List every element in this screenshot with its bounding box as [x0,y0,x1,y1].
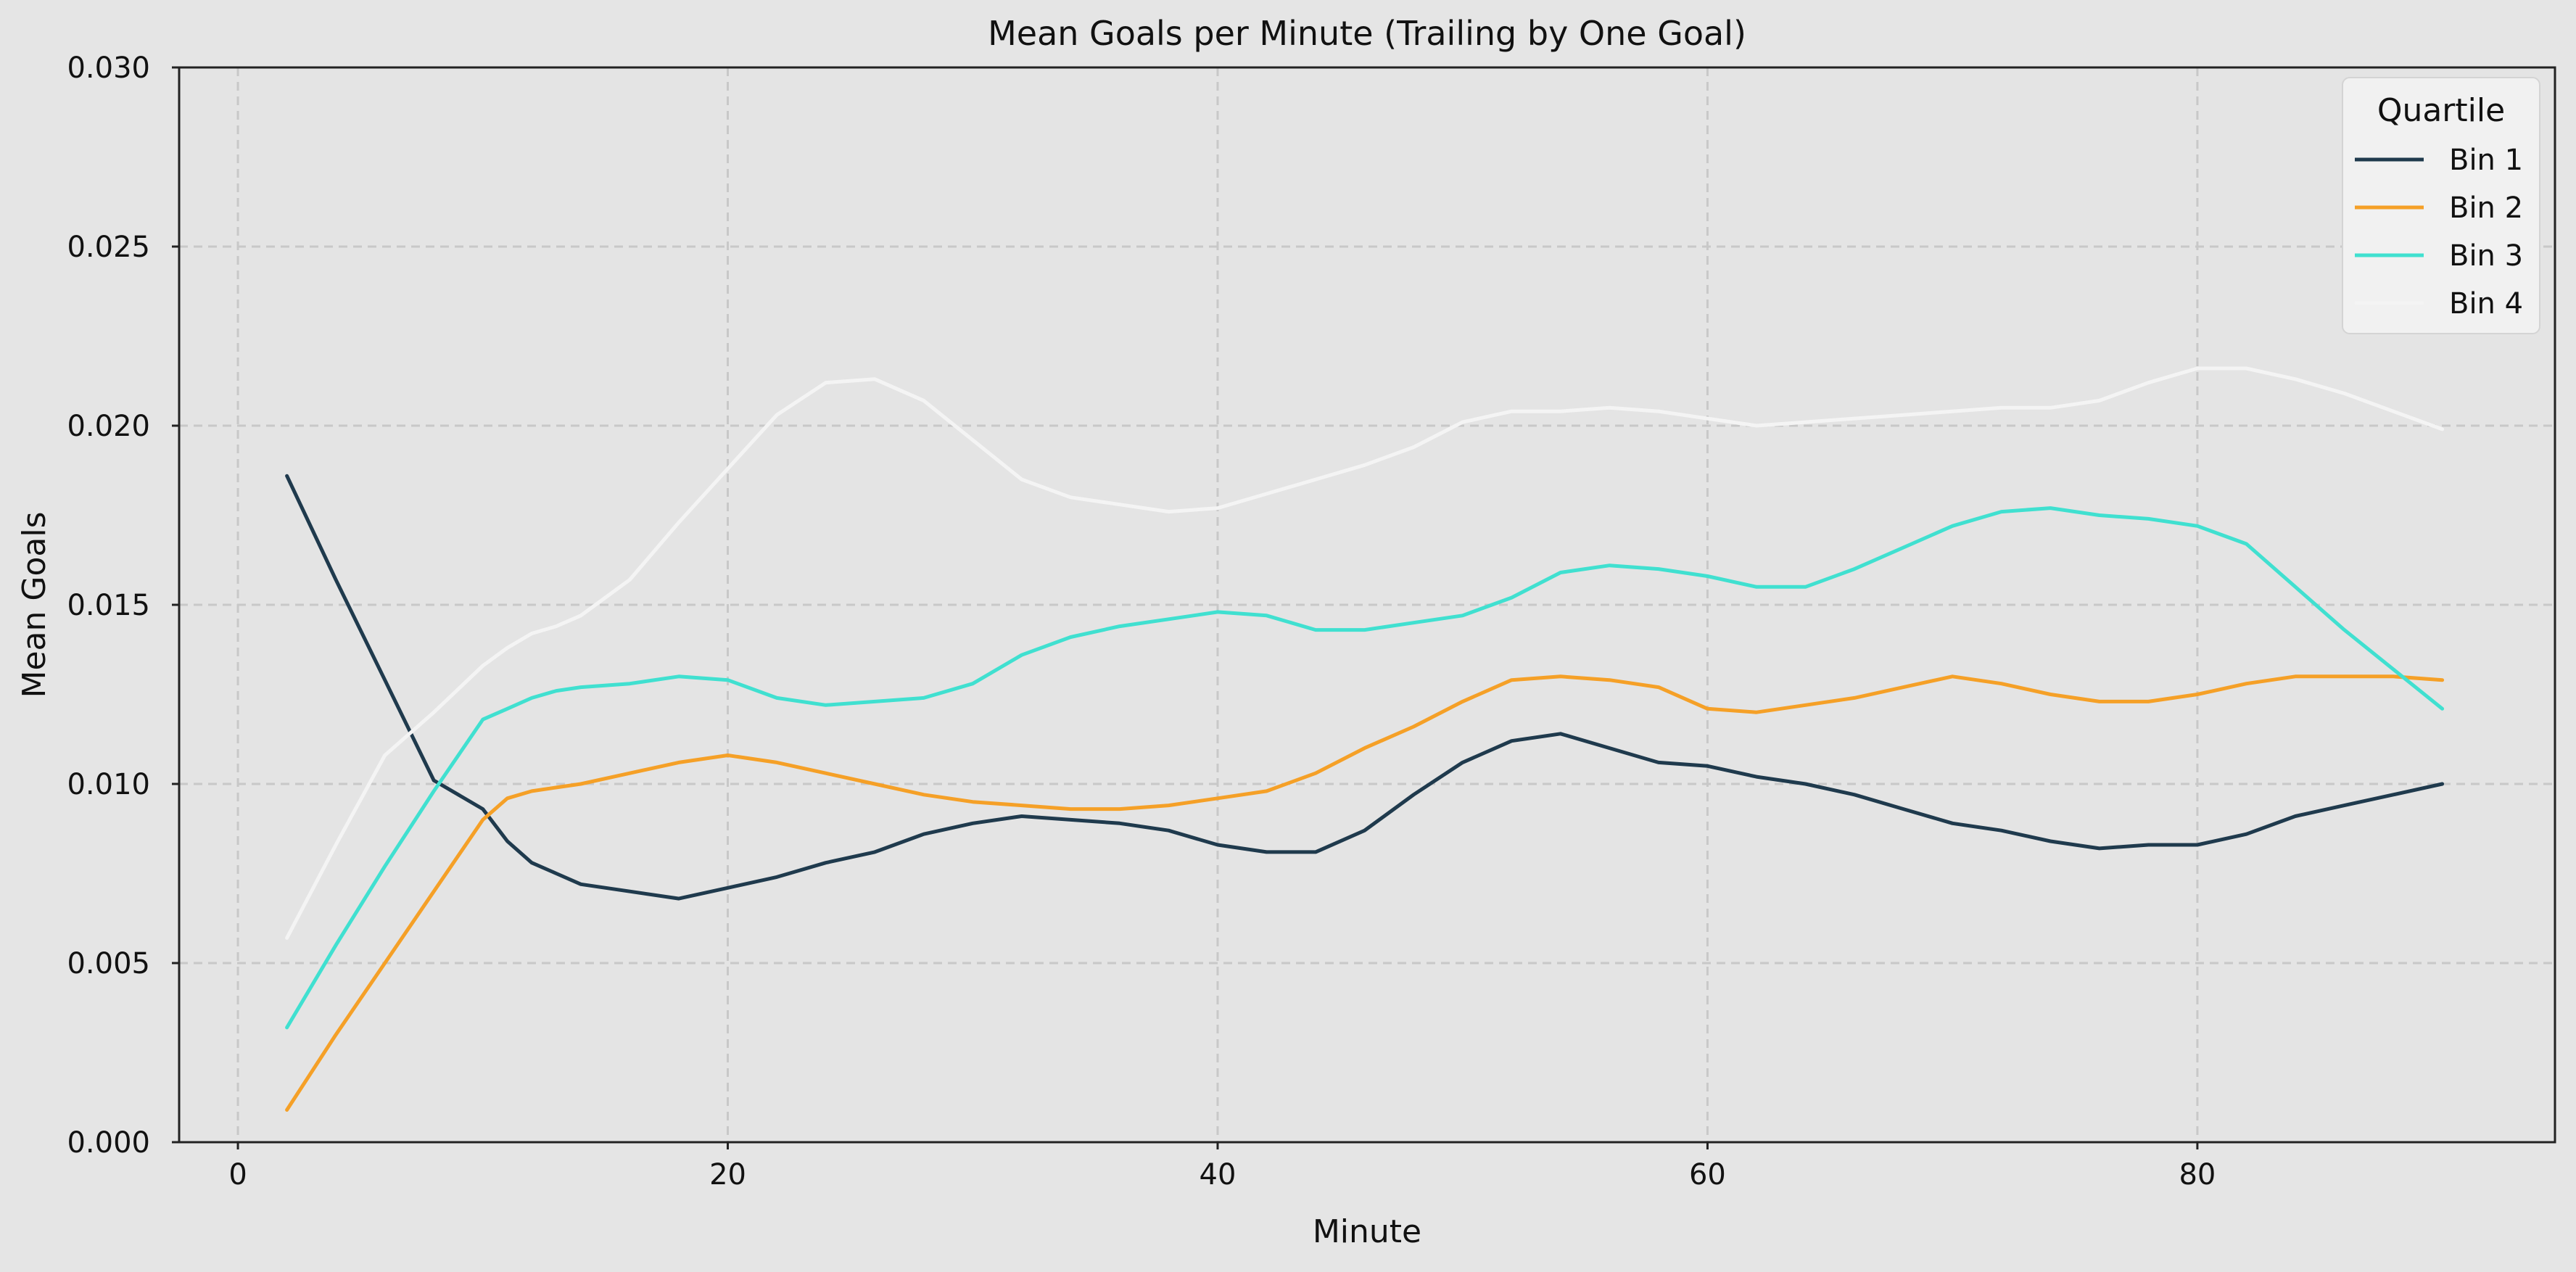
legend-label: Bin 2 [2449,191,2523,225]
y-axis-label: Mean Goals [16,512,53,698]
x-axis: 0 20 40 60 80 [228,1142,2216,1192]
y-tick-label: 0.015 [67,589,150,622]
legend: Quartile Bin 1 Bin 2 Bin 3 Bin 4 [2342,77,2540,334]
legend-title: Quartile [2377,92,2505,129]
y-tick-label: 0.020 [67,410,150,443]
legend-label: Bin 4 [2449,287,2523,321]
series-line-bin-1 [285,474,2445,901]
x-tick-label: 60 [1689,1158,1726,1192]
x-tick-label: 0 [228,1158,247,1192]
legend-box [2342,77,2540,334]
y-tick-label: 0.025 [67,231,150,264]
series-line-bin-2 [285,674,2445,1112]
y-axis: 0.000 0.005 0.010 0.015 0.020 0.025 0.030 [67,51,179,1160]
chart-title: Mean Goals per Minute (Trailing by One G… [988,14,1746,53]
x-axis-label: Minute [1313,1213,1421,1250]
x-tick-label: 40 [1200,1158,1237,1192]
y-tick-label: 0.030 [67,51,150,85]
y-tick-label: 0.010 [67,768,150,801]
series-line-bin-3 [285,506,2445,1030]
grid [179,67,2555,1142]
legend-label: Bin 1 [2449,144,2523,177]
series-layer [285,366,2445,1112]
y-tick-label: 0.005 [67,947,150,980]
legend-label: Bin 3 [2449,239,2523,273]
x-tick-label: 80 [2179,1158,2216,1192]
x-tick-label: 20 [709,1158,746,1192]
series-line-bin-4 [285,366,2445,940]
y-tick-label: 0.000 [67,1126,150,1160]
legend-items: Bin 1 Bin 2 Bin 3 Bin 4 [2355,144,2523,321]
